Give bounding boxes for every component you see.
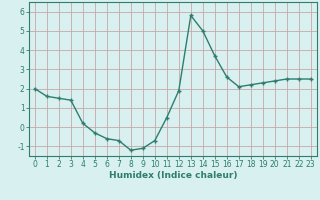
X-axis label: Humidex (Indice chaleur): Humidex (Indice chaleur) xyxy=(108,171,237,180)
